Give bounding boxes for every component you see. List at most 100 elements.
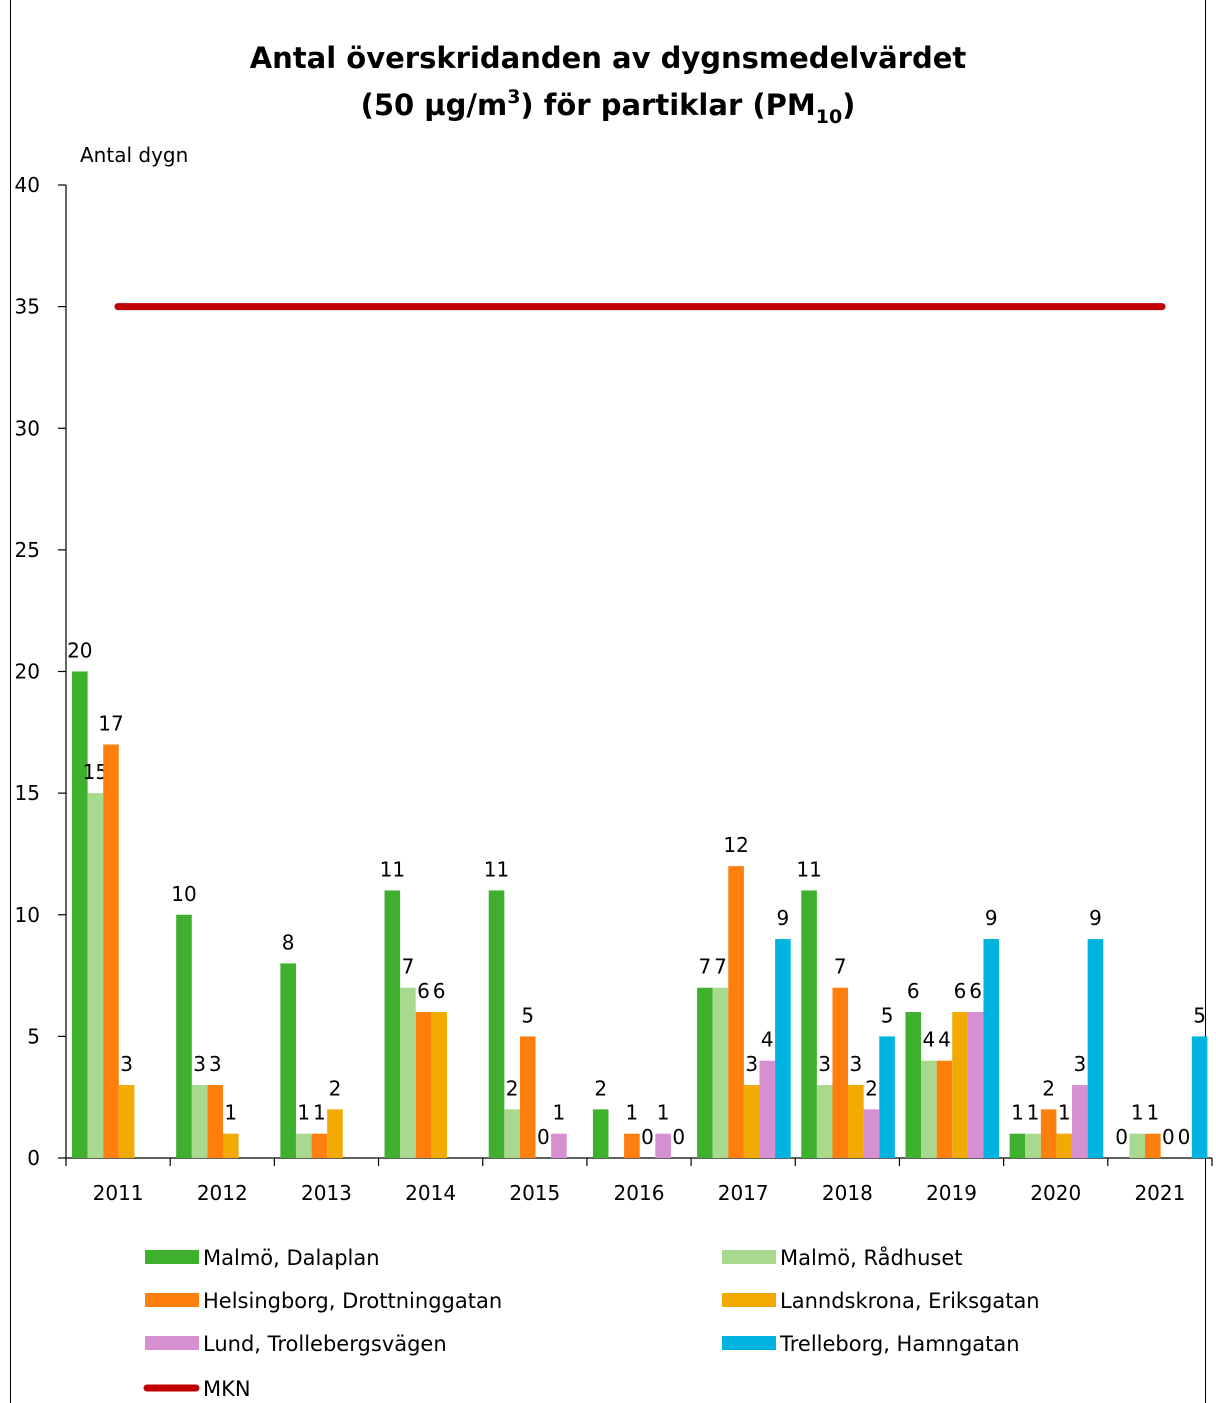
data-label: 1 xyxy=(657,1101,670,1125)
bar xyxy=(967,1012,984,1158)
data-label: 7 xyxy=(699,955,712,979)
data-label: 11 xyxy=(796,857,821,881)
y-tick-label: 30 xyxy=(15,416,40,440)
legend-swatch xyxy=(722,1336,776,1350)
bar xyxy=(1009,1133,1026,1158)
y-tick-label: 0 xyxy=(27,1146,40,1170)
bar xyxy=(832,987,849,1158)
y-axis-label: Antal dygn xyxy=(80,143,188,167)
data-label: 1 xyxy=(1131,1101,1144,1125)
data-label: 7 xyxy=(834,955,847,979)
data-label: 11 xyxy=(380,857,405,881)
legend-entry-label: Trelleborg, Hamngatan xyxy=(779,1332,1020,1356)
data-label: 6 xyxy=(969,979,982,1003)
bar xyxy=(712,987,729,1158)
x-tick-label: 2011 xyxy=(93,1181,144,1205)
legend-swatch xyxy=(145,1293,199,1307)
data-label: 7 xyxy=(402,955,415,979)
data-label: 10 xyxy=(171,882,196,906)
y-tick-label: 10 xyxy=(15,903,40,927)
bar xyxy=(728,866,744,1158)
x-tick-label: 2019 xyxy=(926,1181,977,1205)
bar xyxy=(905,1012,922,1158)
data-label: 1 xyxy=(297,1101,310,1125)
title-line-2: (50 µg/m3) för partiklar (PM10) xyxy=(361,86,856,128)
bar xyxy=(743,1085,760,1158)
bar xyxy=(222,1133,239,1158)
data-label: 3 xyxy=(818,1052,831,1076)
x-tick-label: 2016 xyxy=(614,1181,665,1205)
bar xyxy=(72,671,88,1158)
bar xyxy=(280,963,296,1158)
bar xyxy=(1072,1085,1088,1158)
bar xyxy=(1056,1133,1073,1158)
bar xyxy=(118,1085,135,1158)
legend-entry-label: Lund, Trollebergsvägen xyxy=(203,1332,447,1356)
data-label: 5 xyxy=(881,1003,894,1027)
chart-title: Antal överskridanden av dygnsmedelvärdet… xyxy=(250,41,967,128)
bar xyxy=(400,987,416,1158)
data-label: 9 xyxy=(985,906,998,930)
bar xyxy=(952,1012,968,1158)
data-label: 3 xyxy=(209,1052,222,1076)
bar xyxy=(415,1012,432,1158)
data-label: 0 xyxy=(537,1125,550,1149)
bar xyxy=(936,1060,953,1158)
x-tick-label: 2013 xyxy=(301,1181,352,1205)
data-label: 4 xyxy=(761,1028,774,1052)
legend-entry-label-mkn: MKN xyxy=(203,1377,251,1401)
data-label: 3 xyxy=(193,1052,206,1076)
y-tick-label: 25 xyxy=(15,538,40,562)
bar xyxy=(624,1133,640,1158)
data-label: 5 xyxy=(1193,1003,1206,1027)
bar xyxy=(759,1060,776,1158)
data-label: 3 xyxy=(850,1052,863,1076)
data-label: 17 xyxy=(98,711,123,735)
data-label: 1 xyxy=(1146,1101,1159,1125)
bar xyxy=(879,1036,895,1158)
y-tick-label: 40 xyxy=(15,173,40,197)
y-tick-label: 20 xyxy=(15,660,40,684)
bar xyxy=(551,1133,567,1158)
data-label: 2 xyxy=(594,1076,607,1100)
bar xyxy=(488,890,505,1158)
data-label: 5 xyxy=(521,1003,534,1027)
data-label: 2 xyxy=(1042,1076,1055,1100)
x-tick-label: 2020 xyxy=(1030,1181,1081,1205)
bar xyxy=(848,1085,864,1158)
data-label: 20 xyxy=(67,639,92,663)
x-tick-label: 2021 xyxy=(1134,1181,1185,1205)
legend-entry-label: Malmö, Dalaplan xyxy=(203,1246,380,1270)
bar xyxy=(801,890,817,1158)
data-label: 1 xyxy=(553,1101,566,1125)
data-label: 1 xyxy=(1027,1101,1040,1125)
data-label: 3 xyxy=(1073,1052,1086,1076)
x-tick-label: 2017 xyxy=(718,1181,769,1205)
bar xyxy=(816,1085,833,1158)
chart-frame xyxy=(10,0,1206,1403)
data-label: 6 xyxy=(907,979,920,1003)
bar xyxy=(697,987,713,1158)
y-tick-label: 35 xyxy=(15,295,40,319)
y-tick-label: 15 xyxy=(15,781,40,805)
data-label: 1 xyxy=(224,1101,237,1125)
data-label: 9 xyxy=(1089,906,1102,930)
data-label: 6 xyxy=(433,979,446,1003)
legend-swatch xyxy=(145,1336,199,1350)
data-label: 4 xyxy=(922,1028,935,1052)
data-label: 1 xyxy=(1058,1101,1071,1125)
bar xyxy=(384,890,401,1158)
bar xyxy=(921,1060,937,1158)
bar xyxy=(295,1133,312,1158)
data-label: 6 xyxy=(417,979,430,1003)
data-label: 0 xyxy=(1115,1125,1128,1149)
bar xyxy=(87,793,104,1158)
bar xyxy=(1129,1133,1146,1158)
bar xyxy=(176,914,192,1158)
y-tick-label: 5 xyxy=(27,1024,40,1048)
legend-swatch xyxy=(722,1250,776,1264)
bar xyxy=(592,1109,609,1158)
title-line-1: Antal överskridanden av dygnsmedelvärdet xyxy=(250,41,967,75)
